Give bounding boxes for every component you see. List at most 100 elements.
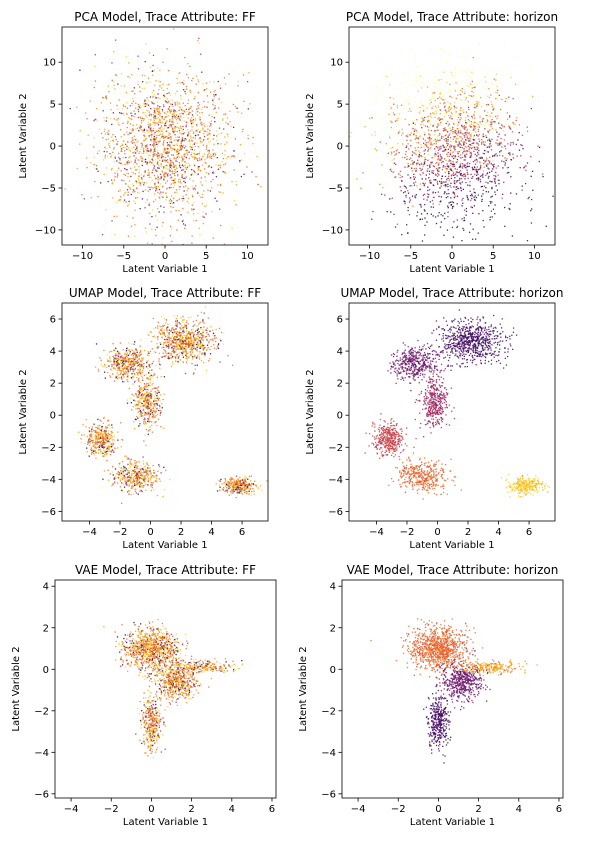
scatter-point: [177, 123, 178, 124]
scatter-point: [192, 196, 193, 197]
scatter-point: [162, 154, 163, 155]
scatter-point: [155, 199, 156, 200]
scatter-point: [192, 356, 193, 357]
scatter-point: [198, 146, 199, 147]
scatter-point: [404, 167, 405, 168]
scatter-point: [506, 158, 507, 159]
scatter-point: [191, 363, 192, 364]
scatter-point: [158, 141, 159, 142]
scatter-point: [155, 327, 156, 328]
scatter-point: [394, 114, 395, 115]
scatter-point: [468, 86, 469, 87]
scatter-point: [423, 105, 424, 106]
scatter-point: [460, 188, 461, 189]
scatter-point: [137, 369, 138, 370]
scatter-point: [519, 65, 520, 66]
scatter-point: [131, 118, 132, 119]
scatter-point: [198, 166, 199, 167]
scatter-point: [462, 107, 463, 108]
scatter-point: [157, 377, 158, 378]
chart-title: PCA Model, Trace Attribute: horizon: [346, 10, 558, 24]
scatter-point: [102, 137, 103, 138]
scatter-point: [429, 140, 430, 141]
scatter-point: [482, 103, 483, 104]
scatter-point: [189, 178, 190, 179]
scatter-point: [154, 94, 155, 95]
scatter-point: [163, 166, 164, 167]
scatter-point: [156, 131, 157, 132]
scatter-point: [197, 160, 198, 161]
scatter-point: [137, 150, 138, 151]
scatter-point: [144, 182, 145, 183]
scatter-point: [192, 120, 193, 121]
scatter-point: [94, 137, 95, 138]
scatter-point: [483, 170, 484, 171]
scatter-point: [446, 123, 447, 124]
scatter-point: [158, 114, 159, 115]
scatter-point: [128, 365, 129, 366]
scatter-point: [150, 130, 151, 131]
scatter-point: [525, 170, 526, 171]
scatter-point: [489, 146, 490, 147]
scatter-point: [173, 346, 174, 347]
scatter-point: [416, 135, 417, 136]
scatter-point: [438, 164, 439, 165]
scatter-point: [225, 113, 226, 114]
scatter-point: [206, 146, 207, 147]
scatter-point: [112, 183, 113, 184]
scatter-point: [148, 355, 149, 356]
scatter-point: [94, 66, 95, 67]
scatter-point: [424, 218, 425, 219]
scatter-point: [507, 172, 508, 173]
scatter-point: [153, 328, 154, 329]
scatter-point: [182, 346, 183, 347]
scatter-point: [424, 204, 425, 205]
scatter-point: [509, 152, 510, 153]
scatter-point: [171, 228, 172, 229]
scatter-point: [174, 128, 175, 129]
scatter-point: [454, 166, 455, 167]
scatter-point: [421, 136, 422, 137]
scatter-point: [168, 101, 169, 102]
scatter-point: [142, 179, 143, 180]
scatter-point: [169, 329, 170, 330]
scatter-point: [482, 177, 483, 178]
scatter-point: [136, 147, 137, 148]
scatter-point: [486, 159, 487, 160]
scatter-point: [208, 342, 209, 343]
scatter-point: [155, 170, 156, 171]
scatter-point: [131, 141, 132, 142]
scatter-point: [152, 383, 153, 384]
scatter-point: [138, 355, 139, 356]
scatter-point: [159, 368, 160, 369]
scatter-point: [101, 133, 102, 134]
scatter-point: [513, 98, 514, 99]
scatter-point: [198, 134, 199, 135]
scatter-point: [517, 139, 518, 140]
scatter-point: [215, 112, 216, 113]
scatter-point: [402, 129, 403, 130]
scatter-point: [196, 320, 197, 321]
scatter-point: [474, 111, 475, 112]
scatter-point: [98, 371, 99, 372]
scatter-point: [420, 183, 421, 184]
scatter-point: [209, 248, 210, 249]
scatter-point: [104, 151, 105, 152]
scatter-point: [459, 182, 460, 183]
scatter-point: [213, 135, 214, 136]
scatter-point: [473, 129, 474, 130]
scatter-point: [133, 155, 134, 156]
scatter-point: [116, 376, 117, 377]
scatter-point: [122, 374, 123, 375]
scatter-point: [381, 194, 382, 195]
scatter-point: [429, 120, 430, 121]
scatter-point: [470, 200, 471, 201]
scatter-point: [432, 130, 433, 131]
scatter-point: [186, 109, 187, 110]
scatter-point: [140, 366, 141, 367]
scatter-point: [410, 157, 411, 158]
scatter-point: [441, 98, 442, 99]
scatter-point: [152, 75, 153, 76]
scatter-point: [198, 325, 199, 326]
scatter-point: [197, 114, 198, 115]
